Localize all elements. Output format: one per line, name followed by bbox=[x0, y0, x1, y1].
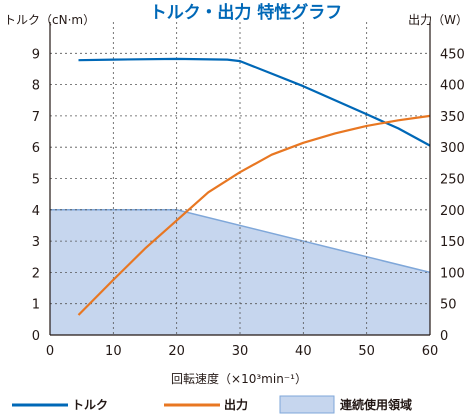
axes bbox=[49, 22, 431, 336]
legend-output-label: 出力 bbox=[224, 397, 248, 412]
right-tick-label: 250 bbox=[440, 173, 465, 188]
x-tick-label: 30 bbox=[232, 344, 249, 359]
legend-torque-label: トルク bbox=[72, 398, 108, 412]
legend-area-label: 連続使用領域 bbox=[340, 397, 412, 412]
x-tick-label: 20 bbox=[168, 344, 185, 359]
right-tick-label: 150 bbox=[440, 235, 465, 250]
left-axis-unit-label: トルク（cN·m） bbox=[4, 13, 95, 27]
x-tick-label: 60 bbox=[422, 344, 439, 359]
right-tick-label: 450 bbox=[440, 47, 465, 62]
right-tick-label: 400 bbox=[440, 79, 465, 94]
left-tick-label: 0 bbox=[32, 329, 40, 344]
left-tick-label: 2 bbox=[32, 266, 40, 281]
left-tick-label: 8 bbox=[32, 79, 40, 94]
legend: トルク 出力 連続使用領域 bbox=[12, 395, 412, 414]
right-tick-label: 350 bbox=[440, 110, 465, 125]
series-lines bbox=[77, 57, 431, 316]
left-tick-label: 7 bbox=[32, 110, 40, 125]
x-tick-label: 40 bbox=[295, 344, 312, 359]
left-tick-label: 9 bbox=[32, 47, 40, 62]
right-tick-label: 50 bbox=[440, 298, 457, 313]
series-line-torque bbox=[78, 57, 431, 147]
left-tick-label: 4 bbox=[32, 204, 40, 219]
legend-area-swatch bbox=[279, 395, 335, 414]
right-tick-label: 100 bbox=[440, 266, 465, 281]
right-tick-label: 300 bbox=[440, 141, 465, 156]
left-tick-label: 6 bbox=[32, 141, 40, 156]
tick-labels: 0 10 20 30 40 50 60012345678905010015020025030… bbox=[32, 47, 465, 359]
left-tick-label: 3 bbox=[32, 235, 40, 250]
x-tick-label: 50 bbox=[358, 344, 375, 359]
right-axis-unit-label: 出力（W） bbox=[408, 13, 468, 27]
series-line-output bbox=[77, 114, 431, 316]
right-tick-label: 0 bbox=[440, 329, 448, 344]
x-tick-label: 10 bbox=[105, 344, 122, 359]
left-tick-label: 5 bbox=[32, 173, 40, 188]
right-tick-label: 200 bbox=[440, 204, 465, 219]
x-tick-label: 0 bbox=[46, 344, 54, 359]
grid bbox=[50, 22, 430, 335]
left-tick-label: 1 bbox=[32, 298, 40, 313]
chart-title: トルク・出力 特性グラフ bbox=[150, 2, 343, 23]
x-axis-label: 回転速度（×10³min⁻¹） bbox=[171, 371, 307, 386]
